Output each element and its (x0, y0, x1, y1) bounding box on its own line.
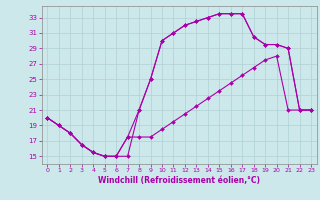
X-axis label: Windchill (Refroidissement éolien,°C): Windchill (Refroidissement éolien,°C) (98, 176, 260, 185)
